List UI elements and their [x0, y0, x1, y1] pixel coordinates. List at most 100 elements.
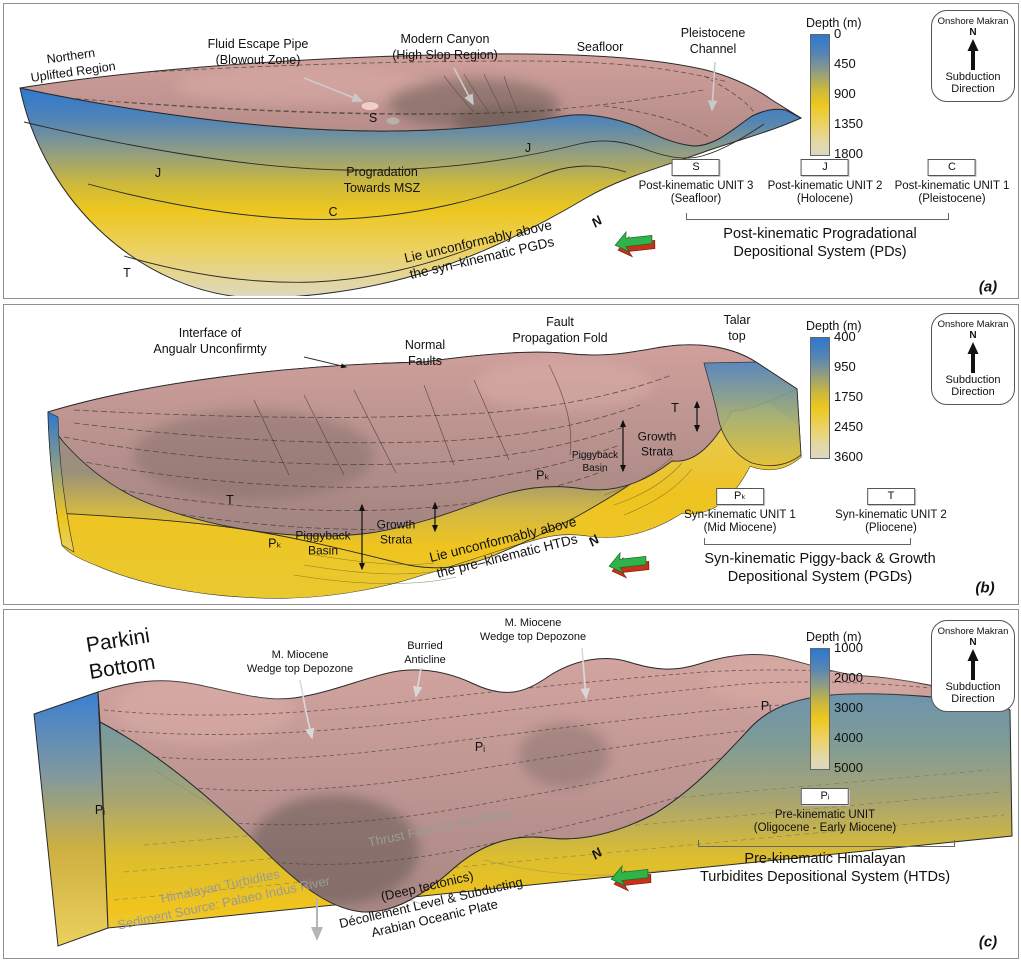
colorbar-tick: 1000: [834, 640, 863, 655]
label-normal-faults: Normal Faults: [404, 338, 446, 368]
legend-unit-pi: Pᵢ Pre-kinematic UNIT (Oligocene - Early…: [753, 788, 897, 835]
colorbar-tick: 5000: [834, 760, 863, 775]
unit-code-box: Pₖ: [715, 488, 764, 505]
layer-letter-s: S: [368, 111, 378, 125]
panel-letter-c: (c): [978, 933, 998, 951]
colorbar-gradient: [810, 648, 830, 770]
compass-caption-line1: Subduction: [945, 374, 1001, 386]
unit-age: (Oligocene - Early Miocene): [753, 822, 897, 834]
label-wedge-top-depozone-left: M. Miocene Wedge top Depozone: [246, 648, 354, 675]
colorbar-tick: 900: [834, 86, 856, 101]
panel-c: Parkini Bottom M. Miocene Wedge top Depo…: [3, 609, 1019, 959]
unit-code-box: S: [671, 159, 720, 176]
growth-strata-side-face: [703, 361, 802, 467]
yellow-syn-kinematic-band: [56, 390, 801, 599]
compass-box: Onshore Makran N Subduction Direction: [931, 313, 1015, 405]
colorbar-title: Depth (m): [806, 630, 862, 644]
unit-age: (Mid Miocene): [703, 522, 777, 534]
panel-letter-b: (b): [975, 579, 995, 597]
colorbar-tick: 4000: [834, 730, 863, 745]
layer-letter-c: C: [328, 205, 338, 219]
compass-title: Onshore Makran: [937, 626, 1009, 637]
block-diagram-b: [47, 344, 802, 599]
legend-bracket: [698, 840, 955, 847]
label-burried-anticline: Burried Anticline: [404, 639, 446, 666]
interface-leader-arrow: [303, 356, 347, 369]
unit-name: Pre-kinematic UNIT: [774, 809, 876, 821]
label-growth-strata-right: Growth Strata: [637, 429, 677, 459]
unit-name: Syn-kinematic UNIT 2: [835, 509, 947, 521]
growth-strata-arrows: [359, 400, 700, 571]
block-diagram-c: [33, 647, 1013, 947]
north-arrow-icon: [967, 649, 979, 680]
system-title: Post-kinematic Progradational Deposition…: [723, 226, 917, 260]
colorbar-tick: 1350: [834, 116, 863, 131]
layer-letter-pi-mid: Pᵢ: [474, 740, 486, 754]
colorbar-title: Depth (m): [806, 319, 862, 333]
label-interface-unconformity: Interface of Angualr Unconfirmty: [153, 326, 267, 356]
unit-name: Post-kinematic UNIT 1: [894, 180, 1010, 192]
drape-detail: [59, 359, 673, 530]
compass-box: Onshore Makran N Subduction Direction: [931, 10, 1015, 102]
layer-letter-t: T: [123, 266, 131, 280]
legend-unit-t: T Syn-kinematic UNIT 2 (Pliocene): [835, 488, 947, 535]
colorbar-tick: 3000: [834, 700, 863, 715]
left-side-face: [47, 411, 75, 553]
legend-unit-c: C Post-kinematic UNIT 1 (Pleistocene): [894, 159, 1010, 206]
unit-age: (Pleistocene): [918, 193, 986, 205]
colorbar-tick: 0: [834, 26, 842, 41]
unit-age: (Seafloor): [670, 193, 722, 205]
legend-bracket: [704, 538, 911, 545]
panel-a: Northern Uplifted Region Fluid Escape Pi…: [3, 3, 1019, 299]
layer-letter-pi-left: Pᵢ: [94, 803, 106, 817]
system-title: Syn-kinematic Piggy-back & Growth Deposi…: [704, 551, 936, 585]
fluid-escape-pipe-mark: [360, 101, 380, 111]
colorbar-title: Depth (m): [806, 16, 862, 30]
colorbar-tick: 2000: [834, 670, 863, 685]
legend-unit-s: S Post-kinematic UNIT 3 (Seafloor): [638, 159, 754, 206]
colorbar-tick: 450: [834, 56, 856, 71]
label-talar-top: Talar top: [723, 313, 751, 343]
colorbar-tick: 1750: [834, 389, 863, 404]
panel-b: Interface of Angualr Unconfirmty Normal …: [3, 304, 1019, 605]
label-growth-strata-left: Growth Strata: [376, 517, 416, 547]
label-modern-canyon: Modern Canyon (High Slop Region): [392, 32, 498, 62]
colorbar-tick: 3600: [834, 449, 863, 464]
colorbar-tick: 1800: [834, 146, 863, 161]
layer-letter-pk-right: Pₖ: [536, 468, 550, 483]
legend-bracket: [686, 213, 949, 220]
label-pleistocene-channel: Pleistocene Channel: [680, 26, 746, 56]
compass-caption-line2: Direction: [951, 386, 995, 398]
unit-name: Post-kinematic UNIT 3: [638, 180, 754, 192]
label-fault-propagation-fold: Fault Propagation Fold: [512, 315, 608, 345]
north-arrow-icon: [967, 342, 979, 373]
strata-boundary-lines: [23, 121, 765, 283]
layer-letter-t-right: T: [671, 401, 679, 415]
unit-name: Post-kinematic UNIT 2: [767, 180, 883, 192]
blowout-mark: [386, 117, 400, 125]
top-surface-detail: [33, 60, 757, 139]
compass-title: Onshore Makran: [937, 319, 1009, 330]
compass-box: Onshore Makran N Subduction Direction: [931, 620, 1015, 712]
compass-caption-line1: Subduction: [945, 71, 1001, 83]
compass-north-label: N: [969, 637, 977, 648]
label-piggyback-basin-left: Piggyback Basin: [295, 528, 351, 558]
north-3d-arrow-icon: [610, 864, 652, 892]
system-title: Pre-kinematic Himalayan Turbidites Depos…: [699, 851, 951, 885]
growth-strata-fans: [293, 456, 693, 584]
unit-age: (Holocene): [796, 193, 854, 205]
compass-caption-line1: Subduction: [945, 681, 1001, 693]
layer-letter-pi-right: Pᵢ: [760, 699, 772, 713]
legend-unit-pk: Pₖ Syn-kinematic UNIT 1 (Mid Miocene): [684, 488, 796, 535]
layer-letter-j-left: J: [154, 166, 162, 180]
label-wedge-top-depozone-right: M. Miocene Wedge top Depozone: [479, 616, 587, 643]
colorbar-gradient: [810, 34, 830, 156]
unit-code-box: C: [927, 159, 976, 176]
label-piggyback-basin-right: Piggyback Basin: [571, 450, 619, 474]
layer-letter-pk-left: Pₖ: [268, 536, 282, 551]
block-diagram-a: [19, 53, 803, 296]
compass-north-label: N: [969, 27, 977, 38]
unit-code-box: J: [800, 159, 849, 176]
unit-code-box: Pᵢ: [801, 788, 849, 805]
